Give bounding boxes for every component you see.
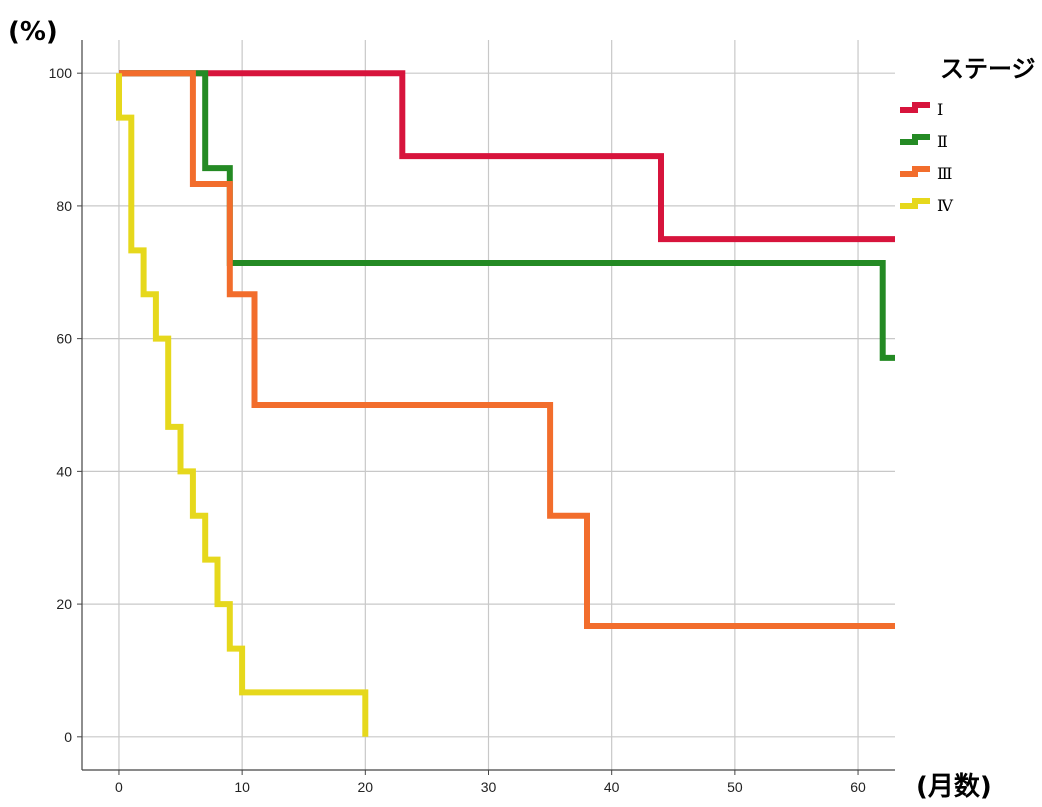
legend-swatch <box>900 166 930 177</box>
series-lines <box>116 70 895 737</box>
y-tick-label: 80 <box>56 198 72 214</box>
x-tick-label: 10 <box>234 779 250 795</box>
y-tick-label: 20 <box>56 596 72 612</box>
legend-swatch <box>900 102 930 113</box>
legend-item: Ⅱ <box>900 132 948 151</box>
y-axis-title: (%) <box>8 17 58 47</box>
legend-swatch <box>900 198 930 209</box>
legend-swatch <box>900 134 930 145</box>
x-axis-title: (月数) <box>916 772 992 802</box>
x-tick-label: 40 <box>604 779 620 795</box>
y-tick-label: 100 <box>49 65 73 81</box>
legend-label: Ⅱ <box>937 132 948 151</box>
series-line-2 <box>119 70 895 361</box>
y-tick-label: 60 <box>56 331 72 347</box>
axes: 0 10 20 30 40 50 60 0 20 40 60 80 100 <box>49 40 895 795</box>
series-line-4 <box>116 73 369 737</box>
legend-title: ステージ <box>940 55 1036 83</box>
legend-item: Ⅲ <box>900 164 952 183</box>
legend-label: Ⅰ <box>937 100 943 119</box>
legend-label: Ⅳ <box>937 196 954 215</box>
y-tick-label: 40 <box>56 463 72 479</box>
x-tick-label: 30 <box>481 779 497 795</box>
x-tick-label: 0 <box>115 779 123 795</box>
legend: ステージ Ⅰ Ⅱ Ⅲ Ⅳ <box>900 55 1036 215</box>
y-tick-label: 0 <box>64 729 72 745</box>
x-tick-label: 60 <box>850 779 866 795</box>
series-line-3 <box>119 70 895 629</box>
legend-item: Ⅳ <box>900 196 954 215</box>
x-tick-label: 50 <box>727 779 743 795</box>
grid <box>82 40 895 770</box>
x-tick-label: 20 <box>358 779 374 795</box>
legend-item: Ⅰ <box>900 100 943 119</box>
series-line-1 <box>119 70 895 243</box>
legend-label: Ⅲ <box>937 164 952 183</box>
